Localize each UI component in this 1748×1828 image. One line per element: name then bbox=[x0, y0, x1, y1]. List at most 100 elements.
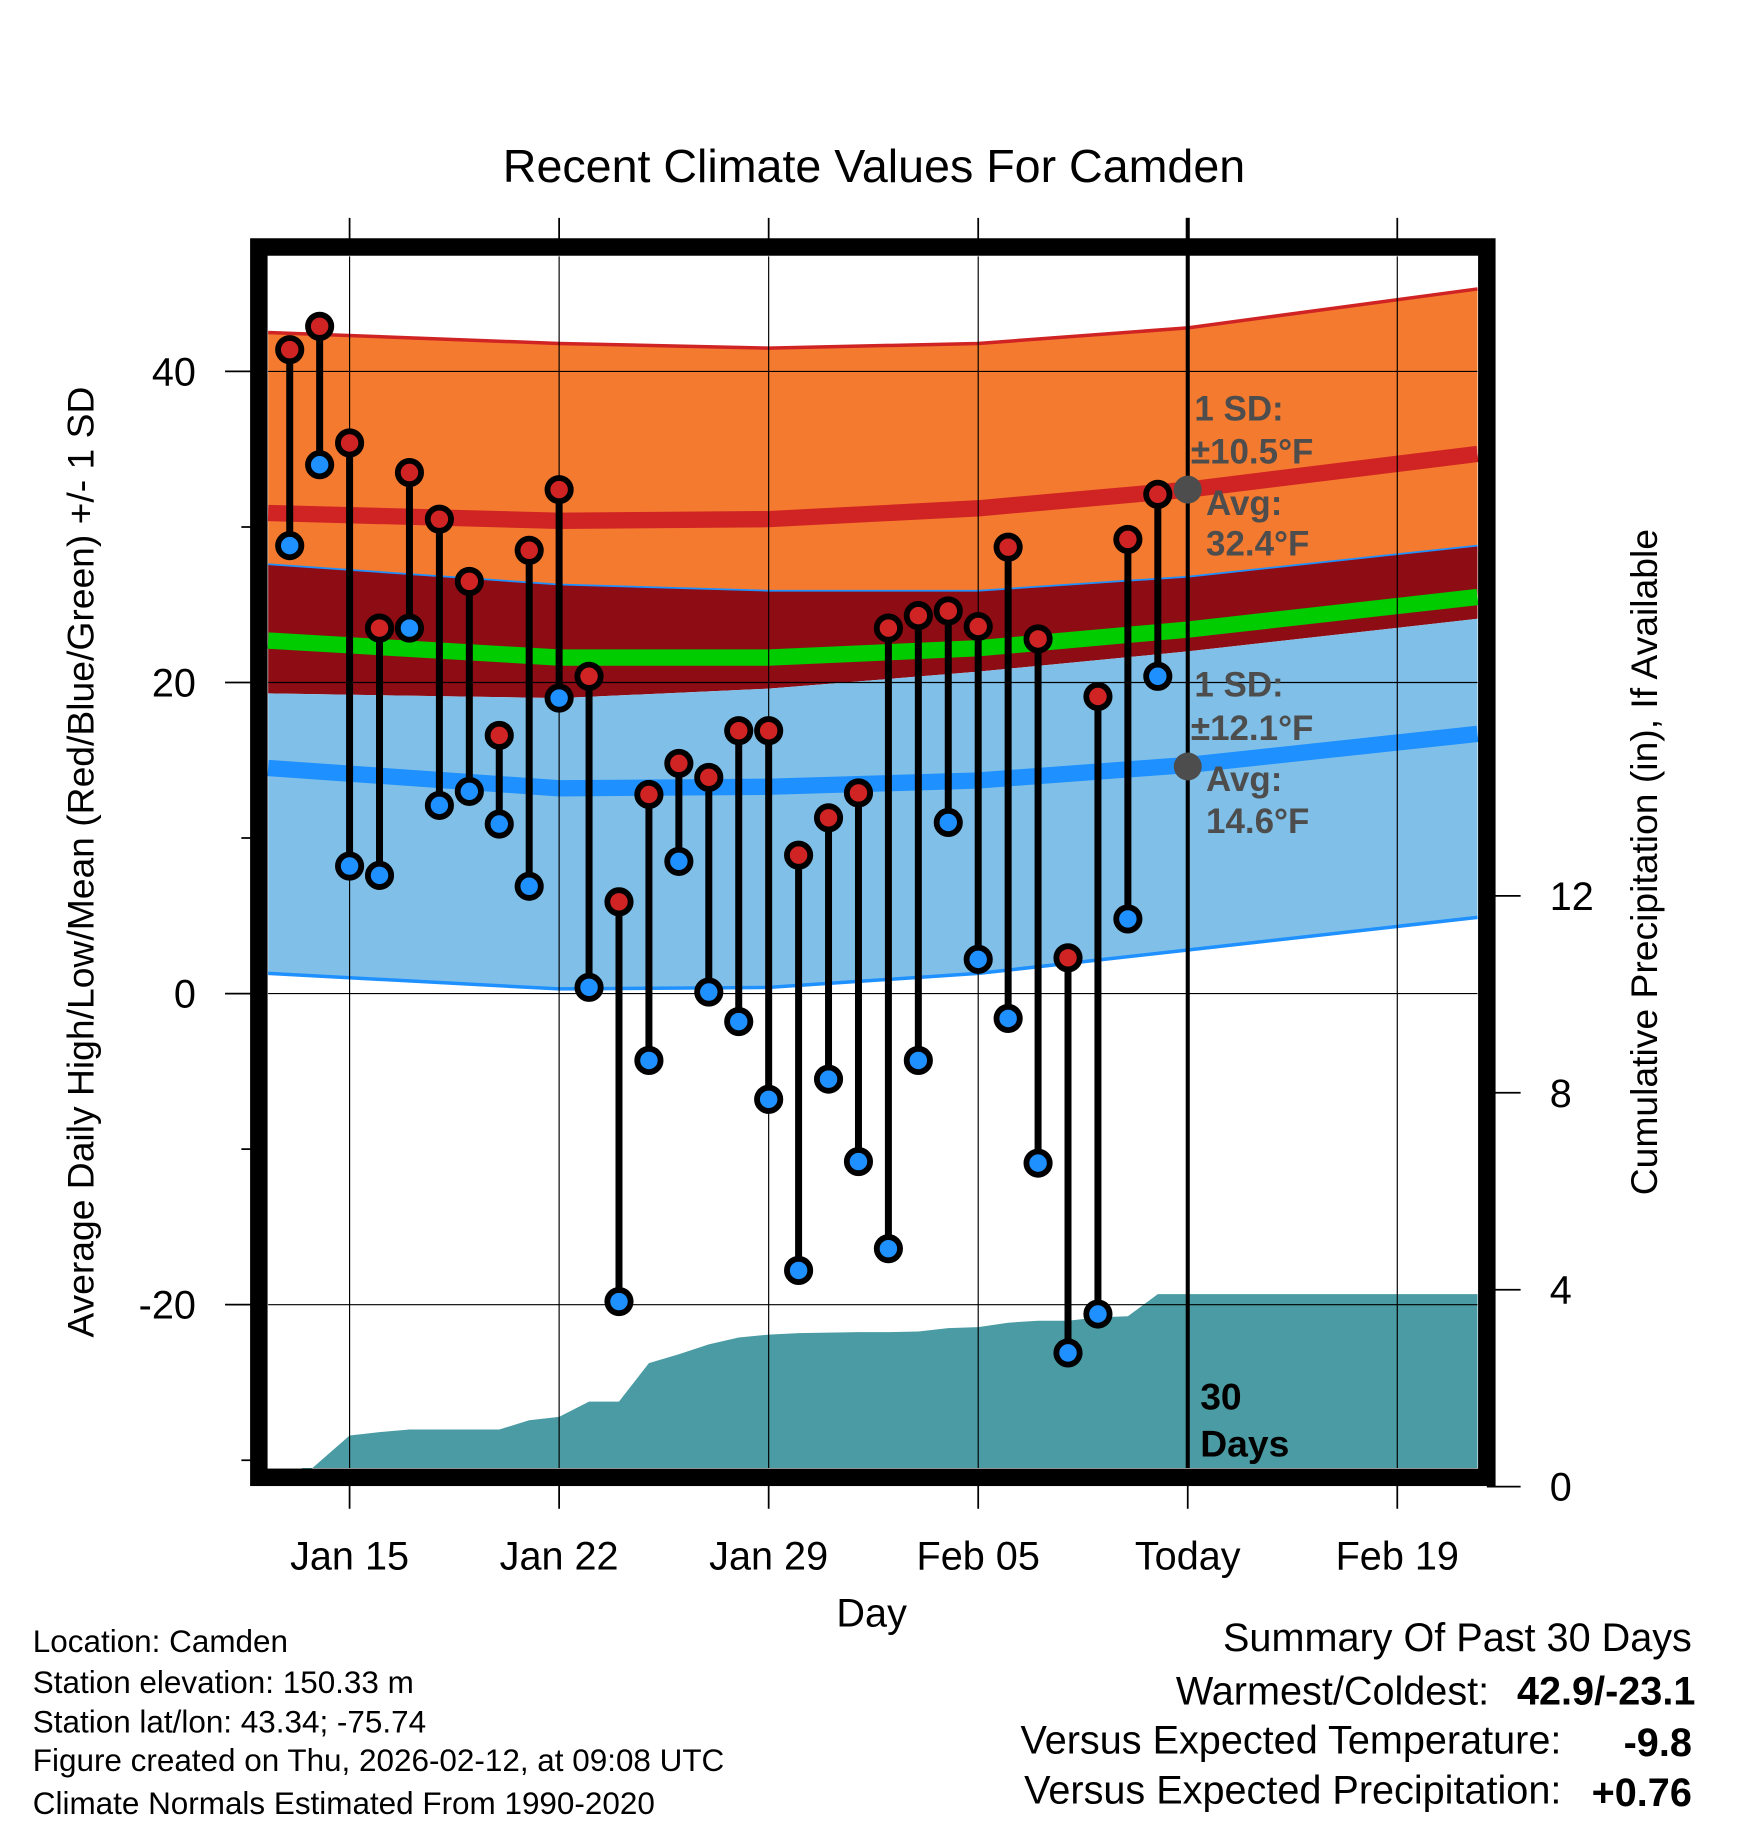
axis-ticks: Jan 15 Jan 22 Jan 29 Feb 05 Today Feb 1940200… bbox=[139, 217, 1594, 1578]
daily-high-point bbox=[275, 335, 305, 365]
daily-low-point bbox=[664, 846, 694, 876]
plot-area bbox=[250, 217, 1496, 1487]
daily-low-point bbox=[963, 944, 993, 974]
summary-panel: Summary Of Past 30 Days Warmest/Coldest:… bbox=[1020, 1616, 1695, 1815]
daily-low-point bbox=[873, 1234, 903, 1264]
low-sd-band bbox=[268, 618, 1478, 989]
days-count: 30 bbox=[1200, 1376, 1241, 1418]
daily-low-point bbox=[335, 851, 365, 881]
daily-low-point bbox=[724, 1007, 754, 1037]
y-tick-label: 40 bbox=[152, 350, 196, 394]
daily-high-point bbox=[933, 596, 963, 626]
precip-vs-expected-label: Versus Expected Precipitation: bbox=[1024, 1769, 1561, 1813]
chart-title: Recent Climate Values For Camden bbox=[503, 140, 1245, 192]
daily-low-point bbox=[454, 776, 484, 806]
temp-vs-expected-value: -9.8 bbox=[1624, 1721, 1692, 1765]
daily-high-point bbox=[335, 428, 365, 458]
daily-low-point bbox=[484, 809, 514, 839]
x-tick-label: Feb 19 bbox=[1336, 1534, 1459, 1578]
daily-high-point bbox=[873, 613, 903, 643]
y2-tick-label: 8 bbox=[1550, 1072, 1572, 1116]
daily-low-point bbox=[574, 972, 604, 1002]
x-tick-label: Jan 29 bbox=[709, 1534, 828, 1578]
x-tick-label: Feb 05 bbox=[917, 1534, 1040, 1578]
daily-high-point bbox=[1083, 681, 1113, 712]
daily-high-point bbox=[454, 566, 484, 596]
summary-title: Summary Of Past 30 Days bbox=[1223, 1616, 1692, 1660]
daily-low-point bbox=[1053, 1338, 1083, 1368]
high-sd-label: 1 SD: bbox=[1194, 390, 1283, 429]
daily-high-point bbox=[993, 532, 1023, 562]
daily-high-point bbox=[843, 778, 874, 808]
daily-high-point bbox=[1053, 943, 1083, 973]
warm-cold-value: 42.9/-23.1 bbox=[1517, 1670, 1695, 1714]
daily-low-point bbox=[544, 683, 574, 713]
daily-low-point bbox=[754, 1084, 784, 1114]
x-tick-label: Jan 22 bbox=[500, 1534, 619, 1578]
daily-low-point bbox=[394, 613, 425, 643]
daily-high-point bbox=[1143, 479, 1173, 509]
y2-tick-label: 0 bbox=[1550, 1466, 1572, 1510]
high-upper-line bbox=[268, 287, 1478, 350]
daily-high-point bbox=[963, 611, 993, 642]
daily-low-point bbox=[305, 450, 335, 480]
y-tick-label: 20 bbox=[152, 661, 196, 705]
daily-high-point bbox=[305, 311, 335, 341]
y-tick-label: 0 bbox=[174, 973, 196, 1017]
footer-info: Location: Camden Station elevation: 150.… bbox=[33, 1624, 724, 1821]
footer-created: Figure created on Thu, 2026-02-12, at 09… bbox=[33, 1743, 724, 1778]
daily-low-point bbox=[1083, 1299, 1113, 1329]
footer-location: Location: Camden bbox=[33, 1624, 288, 1659]
daily-low-point bbox=[933, 807, 963, 838]
daily-high-point bbox=[694, 762, 724, 792]
footer-normals: Climate Normals Estimated From 1990-2020 bbox=[33, 1786, 655, 1821]
y-tick-label: -20 bbox=[139, 1284, 196, 1328]
daily-low-point bbox=[634, 1045, 664, 1076]
x-axis-label: Day bbox=[836, 1591, 907, 1635]
y2-tick-label: 12 bbox=[1550, 875, 1594, 919]
days-word: Days bbox=[1200, 1422, 1289, 1464]
daily-low-point bbox=[424, 790, 454, 820]
daily-low-point bbox=[275, 531, 305, 561]
daily-low-point bbox=[514, 871, 544, 901]
daily-high-point bbox=[664, 748, 694, 778]
x-tick-label: Jan 15 bbox=[290, 1534, 409, 1578]
daily-high-point bbox=[604, 887, 634, 917]
low-mean-line bbox=[267, 725, 1479, 797]
daily-high-point bbox=[903, 601, 933, 631]
daily-low-point bbox=[903, 1045, 933, 1076]
daily-high-point bbox=[724, 716, 754, 746]
daily-high-point bbox=[394, 457, 425, 488]
low-sd-value: ±12.1°F bbox=[1191, 709, 1314, 748]
daily-low-point bbox=[784, 1255, 814, 1286]
daily-low-point bbox=[1023, 1148, 1053, 1178]
mean-line bbox=[267, 588, 1479, 666]
high-avg-label: Avg: bbox=[1206, 484, 1282, 523]
low-sd-label: 1 SD: bbox=[1194, 666, 1283, 705]
daily-high-point bbox=[1023, 624, 1053, 654]
normal-annotations: 1 SD: ±10.5°F Avg: 32.4°F 1 SD: ±12.1°F … bbox=[1191, 390, 1314, 1465]
warm-cold-label: Warmest/Coldest: bbox=[1176, 1670, 1489, 1714]
low-lower-line bbox=[268, 915, 1478, 991]
plot-frame bbox=[250, 238, 1496, 1487]
y-axis-label: Average Daily High/Low/Mean (Red/Blue/Gr… bbox=[59, 387, 101, 1338]
precip-vs-expected-value: +0.76 bbox=[1592, 1771, 1692, 1815]
high-avg-value: 32.4°F bbox=[1206, 525, 1309, 564]
daily-low-point bbox=[1143, 661, 1173, 691]
low-avg-label: Avg: bbox=[1206, 760, 1282, 799]
x-tick-label: Today bbox=[1135, 1534, 1241, 1578]
high-mean-line bbox=[267, 445, 1479, 529]
temp-vs-expected-label: Versus Expected Temperature: bbox=[1020, 1718, 1561, 1762]
footer-elevation: Station elevation: 150.33 m bbox=[33, 1665, 414, 1700]
high-sd-value: ±10.5°F bbox=[1191, 433, 1314, 472]
daily-low-point bbox=[843, 1147, 874, 1177]
daily-high-point bbox=[754, 716, 784, 746]
daily-low-point bbox=[813, 1064, 844, 1094]
daily-high-point bbox=[364, 613, 395, 643]
y2-tick-label: 4 bbox=[1550, 1269, 1572, 1313]
daily-high-point bbox=[1113, 524, 1143, 554]
y2-axis-label: Cumulative Precipitation (in), If Availa… bbox=[1623, 529, 1665, 1195]
precip-area bbox=[301, 1294, 1478, 1478]
daily-low-point bbox=[364, 860, 395, 890]
